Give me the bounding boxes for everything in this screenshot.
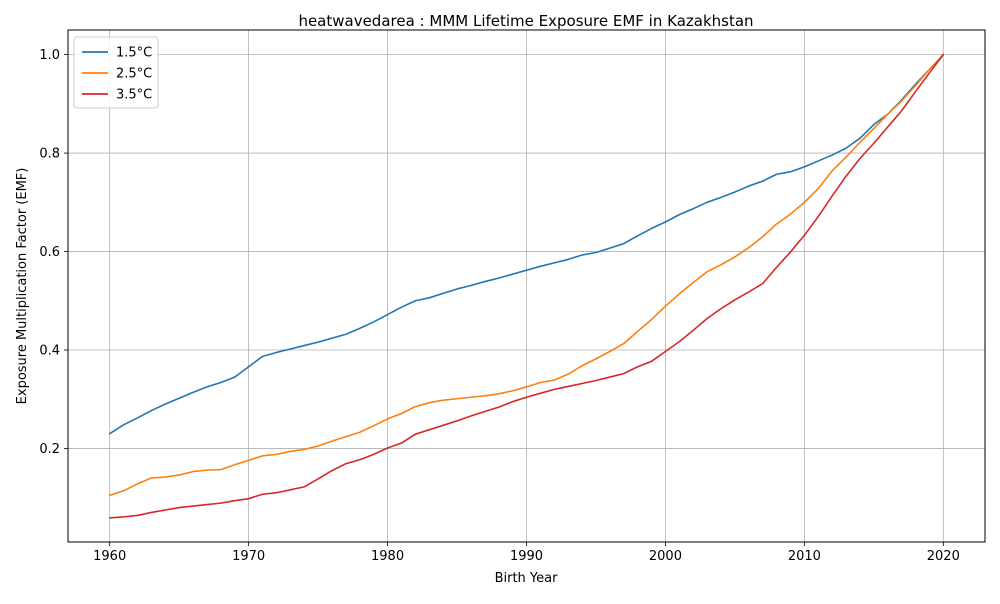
y-tick-label: 0.4 (39, 344, 60, 359)
x-tick-label: 2000 (649, 549, 682, 564)
legend: 1.5°C 2.5°C 3.5°C (73, 36, 159, 109)
legend-label: 1.5°C (116, 46, 152, 61)
legend-label: 3.5°C (116, 88, 152, 103)
x-tick-label: 1980 (371, 549, 404, 564)
grid (68, 30, 985, 542)
legend-box (73, 36, 159, 109)
y-axis-label: Exposure Multiplication Factor (EMF) (15, 168, 30, 405)
x-tick-label: 1960 (93, 549, 126, 564)
y-axis-ticks: 0.2 0.4 0.6 0.8 1.0 (39, 48, 68, 457)
chart-title: heatwavedarea : MMM Lifetime Exposure EM… (298, 12, 753, 30)
y-tick-label: 0.8 (39, 147, 60, 162)
series-lines (108, 53, 945, 519)
x-axis-label: Birth Year (495, 571, 559, 586)
x-tick-label: 1990 (510, 549, 543, 564)
x-axis-ticks: 1960 1970 1980 1990 2000 2010 2020 (93, 542, 960, 564)
y-tick-label: 0.2 (39, 442, 60, 457)
x-tick-label: 2010 (788, 549, 821, 564)
legend-label: 2.5°C (116, 67, 152, 82)
y-tick-label: 1.0 (39, 48, 60, 63)
x-tick-label: 2020 (927, 549, 960, 564)
x-tick-label: 1970 (232, 549, 265, 564)
series-line-1 (108, 53, 945, 435)
y-tick-label: 0.6 (39, 245, 60, 260)
series-line-3 (108, 53, 945, 519)
series-line-2 (108, 53, 945, 497)
